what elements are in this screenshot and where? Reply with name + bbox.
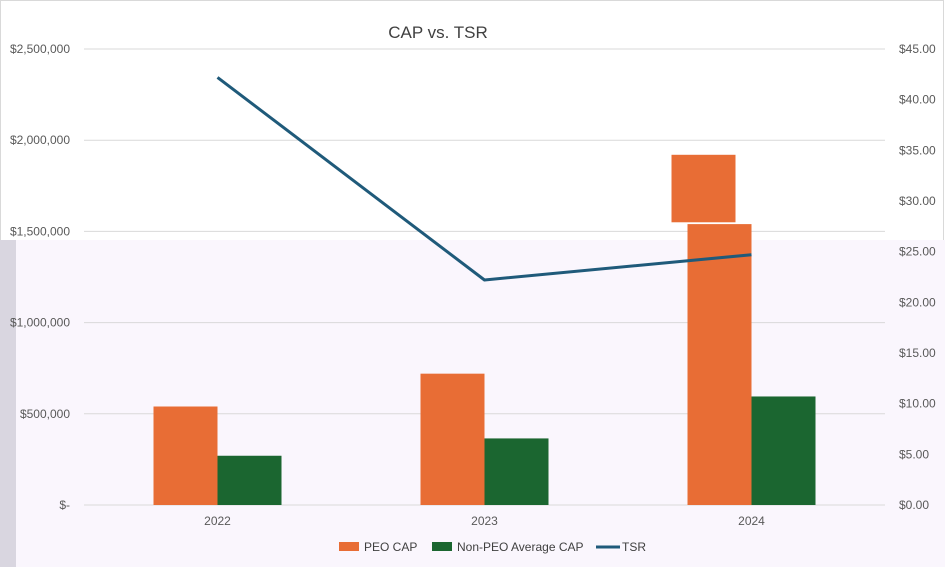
legend-swatch xyxy=(339,542,359,551)
overlay-panel-edge xyxy=(0,240,16,567)
right-tick-label: $30.00 xyxy=(899,194,936,208)
legend-label: PEO CAP xyxy=(364,540,417,554)
bar-non-peo-average-cap xyxy=(484,438,549,505)
bars xyxy=(153,154,816,505)
left-tick-label: $1,000,000 xyxy=(10,316,70,330)
bar-peo-cap xyxy=(420,373,485,505)
right-tick-label: $10.00 xyxy=(899,397,936,411)
tsr-line xyxy=(216,76,752,282)
right-axis-ticks: $0.00 $5.00 $10.00 $15.00 $20.00 $25.00 $30.00… xyxy=(899,42,936,512)
right-tick-label: $40.00 xyxy=(899,93,936,107)
floating-bar-fragment xyxy=(671,154,736,223)
bar-non-peo-average-cap xyxy=(751,396,816,505)
right-tick-label: $45.00 xyxy=(899,42,936,56)
x-tick-label: 2023 xyxy=(471,514,498,528)
left-tick-label: $500,000 xyxy=(20,407,70,421)
legend: PEO CAP Non-PEO Average CAP TSR xyxy=(339,540,646,554)
legend-label: TSR xyxy=(622,540,646,554)
legend-label: Non-PEO Average CAP xyxy=(457,540,584,554)
right-tick-label: $5.00 xyxy=(899,447,929,461)
bar-peo-cap xyxy=(687,224,752,505)
bar-non-peo-average-cap xyxy=(217,455,282,505)
x-tick-label: 2022 xyxy=(204,514,231,528)
x-axis-ticks: 2022 2023 2024 xyxy=(204,514,765,528)
tsr-line-path xyxy=(216,76,752,282)
left-tick-label: $- xyxy=(59,498,70,512)
left-tick-label: $2,500,000 xyxy=(10,42,70,56)
left-tick-label: $2,000,000 xyxy=(10,133,70,147)
legend-swatch xyxy=(432,542,452,551)
right-tick-label: $15.00 xyxy=(899,346,936,360)
left-tick-label: $1,500,000 xyxy=(10,224,70,238)
left-axis-ticks: $- $500,000 $1,000,000 $1,500,000 $2,000,000… xyxy=(10,42,70,512)
chart-title: CAP vs. TSR xyxy=(388,23,488,42)
right-tick-label: $25.00 xyxy=(899,245,936,259)
x-tick-label: 2024 xyxy=(738,514,765,528)
bar-peo-cap xyxy=(153,406,218,505)
right-tick-label: $0.00 xyxy=(899,498,929,512)
right-tick-label: $35.00 xyxy=(899,143,936,157)
right-tick-label: $20.00 xyxy=(899,295,936,309)
